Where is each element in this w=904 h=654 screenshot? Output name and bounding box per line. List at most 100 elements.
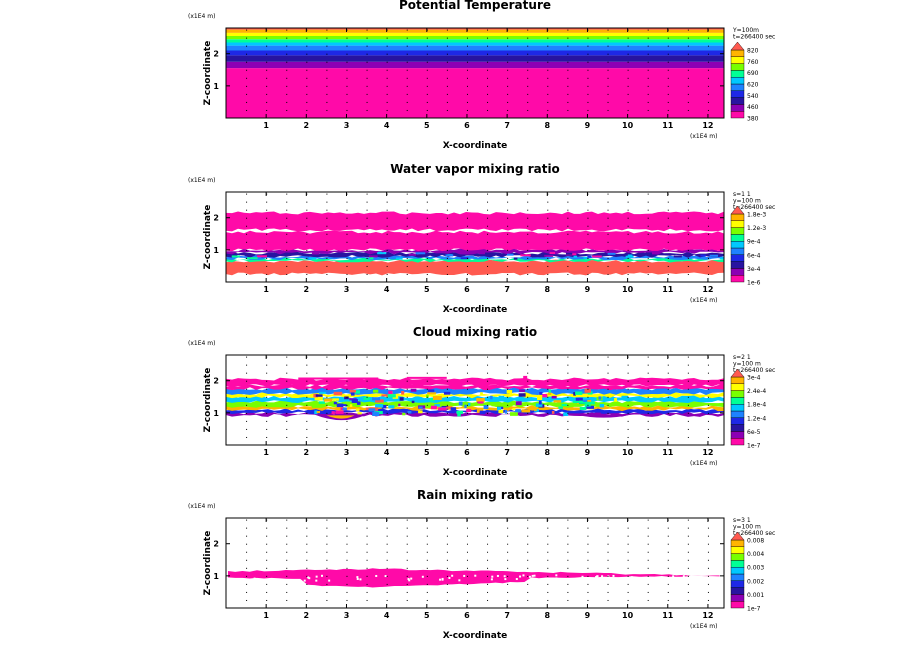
grid-dot bbox=[446, 535, 448, 537]
field bbox=[228, 568, 720, 588]
grid-dot bbox=[507, 241, 509, 243]
grid-dot bbox=[446, 217, 448, 219]
grid-dot bbox=[627, 241, 629, 243]
grid-dot bbox=[266, 217, 268, 219]
contour-band-2 bbox=[226, 55, 724, 62]
grid-dot bbox=[306, 273, 308, 275]
legend-box bbox=[730, 553, 745, 561]
grid-dot bbox=[487, 519, 489, 521]
grid-dot bbox=[386, 559, 388, 561]
grid-dot bbox=[366, 217, 368, 219]
grid-dot bbox=[286, 396, 288, 398]
grid-dot bbox=[487, 356, 489, 358]
grid-dot bbox=[326, 527, 328, 529]
rain-gap bbox=[356, 578, 359, 581]
cloud-blob bbox=[323, 398, 333, 402]
x-tick-label: 11 bbox=[662, 121, 674, 130]
grid-dot bbox=[446, 356, 448, 358]
rain-gap bbox=[522, 574, 525, 577]
grid-dot bbox=[406, 436, 408, 438]
grid-dot bbox=[366, 273, 368, 275]
grid-dot bbox=[286, 53, 288, 55]
grid-dot bbox=[446, 436, 448, 438]
grid-dot bbox=[426, 93, 428, 95]
grid-dot bbox=[326, 420, 328, 422]
grid-dot bbox=[446, 69, 448, 71]
grid-dot bbox=[507, 583, 509, 585]
grid-dot bbox=[366, 380, 368, 382]
grid-dot bbox=[487, 257, 489, 259]
grid-dot bbox=[306, 535, 308, 537]
grid-dot bbox=[266, 241, 268, 243]
grid-dot bbox=[667, 257, 669, 259]
cloud-blob bbox=[375, 404, 384, 408]
grid-dot bbox=[547, 591, 549, 593]
grid-dot bbox=[707, 428, 709, 430]
grid-dot bbox=[306, 45, 308, 47]
grid-dot bbox=[326, 428, 328, 430]
grid-dot bbox=[607, 412, 609, 414]
grid-dot bbox=[687, 356, 689, 358]
grid-dot bbox=[487, 599, 489, 601]
grid-dot bbox=[446, 29, 448, 31]
vapor-blob bbox=[312, 252, 320, 255]
grid-dot bbox=[406, 591, 408, 593]
grid-dot bbox=[607, 209, 609, 211]
grid-dot bbox=[406, 583, 408, 585]
grid-dot bbox=[647, 69, 649, 71]
grid-dot bbox=[286, 380, 288, 382]
grid-dot bbox=[607, 249, 609, 251]
rain-gap bbox=[549, 578, 552, 581]
grid-dot bbox=[426, 241, 428, 243]
grid-dot bbox=[567, 101, 569, 103]
grid-dot bbox=[527, 388, 529, 390]
grid-dot bbox=[346, 420, 348, 422]
contour-band-9 bbox=[226, 29, 724, 33]
cloud-blob bbox=[497, 406, 502, 411]
cloud-blob bbox=[344, 396, 349, 400]
grid-dot bbox=[527, 559, 529, 561]
grid-dot bbox=[607, 225, 609, 227]
grid-dot bbox=[627, 535, 629, 537]
grid-dot bbox=[326, 364, 328, 366]
grid-dot bbox=[587, 241, 589, 243]
grid-dot bbox=[246, 559, 248, 561]
grid-dot bbox=[246, 93, 248, 95]
grid-dot bbox=[527, 193, 529, 195]
grid-dot bbox=[346, 45, 348, 47]
grid-dot bbox=[507, 109, 509, 111]
grid-dot bbox=[567, 583, 569, 585]
vapor-blob bbox=[719, 257, 724, 260]
grid-dot bbox=[687, 37, 689, 39]
grid-dot bbox=[587, 61, 589, 63]
grid-dot bbox=[687, 77, 689, 79]
grid-dot bbox=[266, 543, 268, 545]
grid-dot bbox=[466, 77, 468, 79]
grid-dot bbox=[306, 527, 308, 529]
legend-box bbox=[730, 240, 745, 249]
grid-dot bbox=[647, 241, 649, 243]
grid-dot bbox=[306, 380, 308, 382]
z-tick-label: 2 bbox=[213, 540, 219, 549]
grid-dot bbox=[527, 233, 529, 235]
grid-dot bbox=[527, 567, 529, 569]
x-tick-label: 7 bbox=[504, 611, 510, 620]
grid-dot bbox=[386, 364, 388, 366]
cloud-blob bbox=[572, 400, 582, 404]
z-unit-label: (x1E4 m) bbox=[188, 177, 215, 184]
grid-dot bbox=[326, 93, 328, 95]
grid-dot bbox=[527, 29, 529, 31]
grid-dot bbox=[346, 85, 348, 87]
grid-dot bbox=[487, 37, 489, 39]
grid-dot bbox=[687, 225, 689, 227]
grid-dot bbox=[366, 428, 368, 430]
grid-dot bbox=[507, 85, 509, 87]
grid-dot bbox=[426, 388, 428, 390]
grid-dot bbox=[366, 265, 368, 267]
grid-dot bbox=[507, 543, 509, 545]
grid-dot bbox=[567, 412, 569, 414]
grid-dot bbox=[286, 527, 288, 529]
grid-dot bbox=[266, 77, 268, 79]
grid-dot bbox=[547, 567, 549, 569]
legend-label: 0.002 bbox=[747, 578, 764, 585]
